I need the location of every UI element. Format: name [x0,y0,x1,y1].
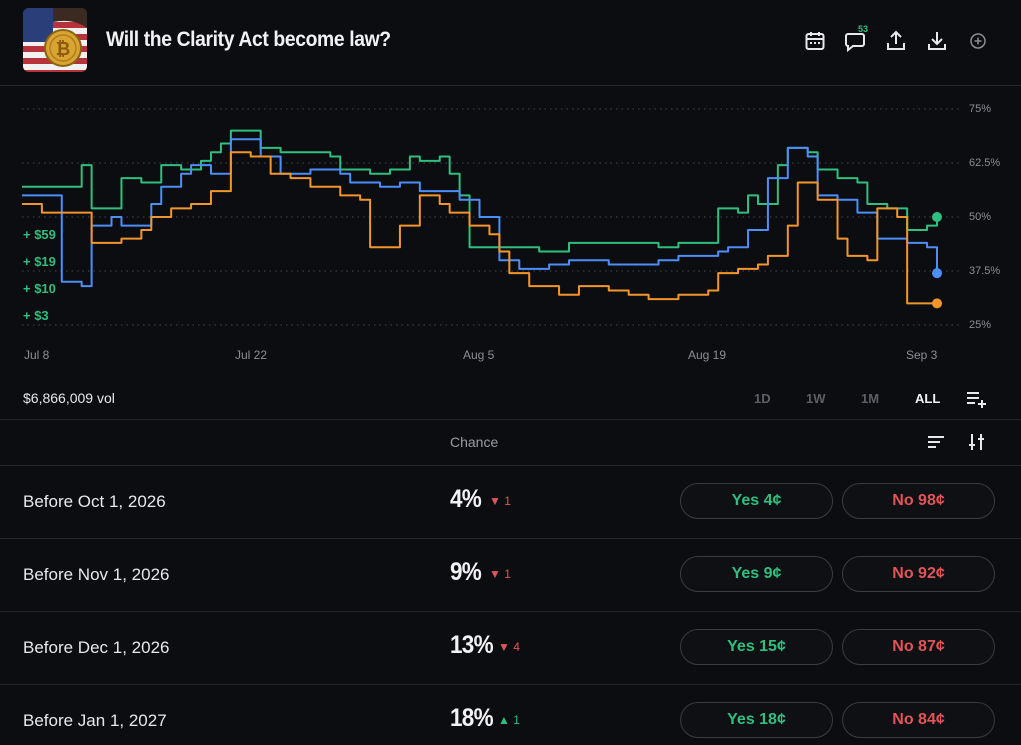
chance-change: ▼ 4 [498,640,520,654]
range-all-button[interactable]: ALL [915,391,941,406]
outcome-chance: 9% [450,558,482,586]
outcome-row[interactable]: Before Oct 1, 2026 4% ▼ 1 Yes 4¢ No 98¢ [0,466,1021,539]
market-thumbnail[interactable]: ₿ [23,8,87,72]
sort-icon[interactable] [926,432,946,452]
buy-yes-button[interactable]: Yes 15¢ [680,629,833,665]
x-tick-label: Jul 8 [24,348,50,362]
series-endpoint-1 [932,268,942,279]
chance-change: ▼ 1 [489,494,511,508]
y-tick-label: 75% [969,103,992,115]
range-1w-button[interactable]: 1W [806,391,826,406]
down-arrow-icon: ▼ [489,567,501,581]
buy-yes-button[interactable]: Yes 9¢ [680,556,833,592]
buy-no-button[interactable]: No 84¢ [842,702,995,738]
svg-text:₿: ₿ [56,39,71,60]
trade-amount-label: + $59 [23,227,56,242]
buy-no-button[interactable]: No 87¢ [842,629,995,665]
volume-range-bar: $6,866,009 vol 1D 1W 1M ALL [0,380,1021,420]
comments-icon[interactable] [843,29,867,53]
series-endpoint-2 [932,298,942,309]
outcome-chance: 18% [450,704,494,732]
x-tick-label: Aug 5 [463,348,495,362]
buy-yes-button[interactable]: Yes 4¢ [680,483,833,519]
trade-amount-label: + $19 [23,254,56,269]
outcome-label: Before Dec 1, 2026 [23,638,170,657]
x-tick-label: Aug 19 [688,348,727,362]
trade-amount-label: + $10 [23,281,56,296]
buy-yes-button[interactable]: Yes 18¢ [680,702,833,738]
market-header: ₿ Will the Clarity Act become law? 53 [0,0,1021,86]
buy-no-button[interactable]: No 92¢ [842,556,995,592]
up-arrow-icon: ▲ [498,713,510,727]
x-tick-label: Sep 3 [906,348,938,362]
flag-bitcoin-icon: ₿ [23,8,87,72]
chance-column-header: Chance [450,434,499,450]
x-tick-label: Jul 22 [235,348,268,362]
y-tick-label: 50% [969,211,992,223]
add-circle-icon[interactable] [966,29,990,53]
down-arrow-icon: ▼ [498,640,510,654]
y-tick-label: 62.5% [969,157,1001,169]
filter-icon[interactable] [967,432,987,452]
outcomes-table-header: Chance [0,420,1021,466]
market-title: Will the Clarity Act become law? [106,28,391,51]
calendar-icon[interactable] [803,29,827,53]
price-chart[interactable]: 75% 62.5% 50% 37.5% 25% Jul 8 Jul 22 Aug… [0,86,1021,366]
share-icon[interactable] [884,29,908,53]
outcome-label: Before Jan 1, 2027 [23,711,167,730]
download-icon[interactable] [925,29,949,53]
outcome-chance: 4% [450,485,482,513]
down-arrow-icon: ▼ [489,494,501,508]
trade-amount-label: + $3 [23,308,49,323]
chart-canvas [22,108,962,326]
series-endpoint-0 [932,212,942,222]
series-line-2 [22,151,937,305]
y-tick-label: 25% [969,319,992,331]
outcome-row[interactable]: Before Jan 1, 2027 18% ▲ 1 Yes 18¢ No 84… [0,685,1021,745]
buy-no-button[interactable]: No 98¢ [842,483,995,519]
range-1d-button[interactable]: 1D [754,391,771,406]
y-tick-label: 37.5% [969,265,1001,277]
outcome-row[interactable]: Before Dec 1, 2026 13% ▼ 4 Yes 15¢ No 87… [0,612,1021,685]
outcome-label: Before Oct 1, 2026 [23,492,166,511]
outcome-row[interactable]: Before Nov 1, 2026 9% ▼ 1 Yes 9¢ No 92¢ [0,539,1021,612]
range-1m-button[interactable]: 1M [861,391,880,406]
chance-change: ▲ 1 [498,713,520,727]
comment-count-badge: 53 [858,24,869,34]
volume-text: $6,866,009 vol [23,390,115,406]
series-line-1 [22,138,938,288]
outcome-chance: 13% [450,631,494,659]
chance-change: ▼ 1 [489,567,511,581]
chart-settings-icon[interactable] [965,388,987,410]
outcome-label: Before Nov 1, 2026 [23,565,170,584]
